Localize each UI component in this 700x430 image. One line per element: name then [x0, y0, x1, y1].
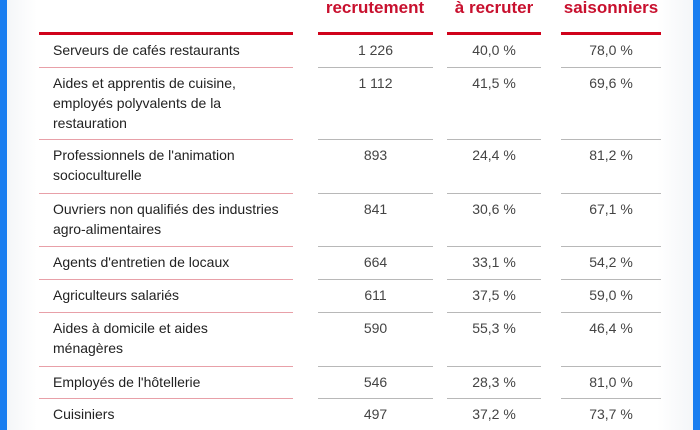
row-divider — [39, 312, 293, 313]
row-divider — [561, 312, 661, 313]
cell-metier: Ouvriers non qualifiés des industries agr… — [53, 199, 313, 239]
row-divider — [318, 67, 433, 68]
cell-metier-line: restauration — [53, 115, 127, 131]
cell-projets: 497 — [363, 406, 388, 422]
cell-saisonniers: 81,2 % — [589, 147, 633, 163]
row-divider — [561, 366, 661, 367]
cell-metier: Agents d'entretien de locaux — [53, 252, 313, 272]
row-divider — [561, 398, 661, 399]
cell-projets: 1 226 — [357, 42, 394, 58]
cell-projets: 546 — [363, 374, 388, 390]
cell-difficiles: 55,3 % — [472, 320, 516, 336]
row-divider — [318, 139, 433, 140]
row-divider — [39, 67, 293, 68]
cell-saisonniers: 81,0 % — [589, 374, 633, 390]
row-divider — [447, 246, 541, 247]
row-divider — [561, 246, 661, 247]
row-divider — [39, 279, 293, 280]
row-divider — [561, 279, 661, 280]
cell-saisonniers: 67,1 % — [589, 201, 633, 217]
cell-metier-line: socioculturelle — [53, 167, 142, 183]
cell-metier: Professionnels de l'animation sociocultur… — [53, 145, 313, 185]
row-divider — [318, 279, 433, 280]
row-divider — [561, 193, 661, 194]
cell-difficiles: 30,6 % — [472, 201, 516, 217]
cell-difficiles: 33,1 % — [472, 254, 516, 270]
row-divider — [447, 398, 541, 399]
row-divider — [39, 398, 293, 399]
cell-projets: 841 — [363, 201, 388, 217]
row-divider — [447, 366, 541, 367]
row-divider — [447, 193, 541, 194]
row-divider — [447, 67, 541, 68]
cell-metier-line: agro-alimentaires — [53, 221, 162, 237]
cell-difficiles: 37,2 % — [472, 406, 516, 422]
header-rule-a-recruter — [447, 32, 541, 35]
column-header-saisonniers: saisonniers — [563, 0, 659, 17]
cell-metier-line: Professionnels de l'animation — [53, 147, 235, 163]
cell-saisonniers: 46,4 % — [589, 320, 633, 336]
cell-difficiles: 40,0 % — [472, 42, 516, 58]
cell-metier-line: Aides et apprentis de cuisine, — [53, 75, 236, 91]
cell-difficiles: 37,5 % — [472, 287, 516, 303]
cell-saisonniers: 59,0 % — [589, 287, 633, 303]
row-divider — [318, 246, 433, 247]
row-divider — [447, 279, 541, 280]
cell-metier-line: employés polyvalents de la — [53, 95, 222, 111]
row-divider — [39, 366, 293, 367]
cell-projets: 664 — [363, 254, 388, 270]
table-panel — [7, 0, 693, 430]
header-rule-recrutement — [318, 32, 433, 35]
cell-difficiles: 28,3 % — [472, 374, 516, 390]
right-frame-bar — [693, 0, 700, 430]
cell-projets: 590 — [363, 320, 388, 336]
row-divider — [447, 139, 541, 140]
row-divider — [39, 193, 293, 194]
left-frame-bar — [0, 0, 7, 430]
cell-projets: 893 — [363, 147, 388, 163]
cell-metier: Aides et apprentis de cuisine, employés p… — [53, 73, 313, 133]
cell-saisonniers: 54,2 % — [589, 254, 633, 270]
row-divider — [447, 312, 541, 313]
cell-metier-line: Ouvriers non qualifiés des industries — [53, 201, 279, 217]
cell-metier-line: Employés de l'hôtellerie — [53, 374, 201, 390]
column-header-recrutement: recrutement — [325, 0, 425, 17]
cell-metier: Agriculteurs salariés — [53, 285, 313, 305]
row-divider — [318, 366, 433, 367]
cell-metier-line: Aides à domicile et aides — [53, 320, 208, 336]
row-divider — [561, 139, 661, 140]
row-divider — [318, 312, 433, 313]
row-divider — [318, 398, 433, 399]
cell-difficiles: 41,5 % — [472, 75, 516, 91]
row-divider — [39, 139, 293, 140]
cell-saisonniers: 69,6 % — [589, 75, 633, 91]
cell-saisonniers: 73,7 % — [589, 406, 633, 422]
cell-metier: Cuisiniers — [53, 404, 313, 424]
header-rule-saisonniers — [561, 32, 661, 35]
row-divider — [39, 246, 293, 247]
cell-metier: Serveurs de cafés restaurants — [53, 40, 313, 60]
row-divider — [318, 193, 433, 194]
cell-projets: 1 112 — [358, 75, 393, 91]
cell-projets: 611 — [364, 287, 387, 303]
cell-metier-line: ménagères — [53, 340, 124, 356]
cell-metier-line: Agents d'entretien de locaux — [53, 254, 230, 270]
column-header-a-recruter: à recruter — [454, 0, 534, 17]
cell-saisonniers: 78,0 % — [589, 42, 633, 58]
row-divider — [561, 67, 661, 68]
cell-metier: Aides à domicile et aides ménagères — [53, 318, 313, 358]
cell-difficiles: 24,4 % — [472, 147, 516, 163]
cell-metier: Employés de l'hôtellerie — [53, 372, 313, 392]
cell-metier-line: Serveurs de cafés restaurants — [53, 42, 240, 58]
header-rule-metier — [39, 32, 293, 35]
cell-metier-line: Cuisiniers — [53, 406, 115, 422]
cell-metier-line: Agriculteurs salariés — [53, 287, 180, 303]
